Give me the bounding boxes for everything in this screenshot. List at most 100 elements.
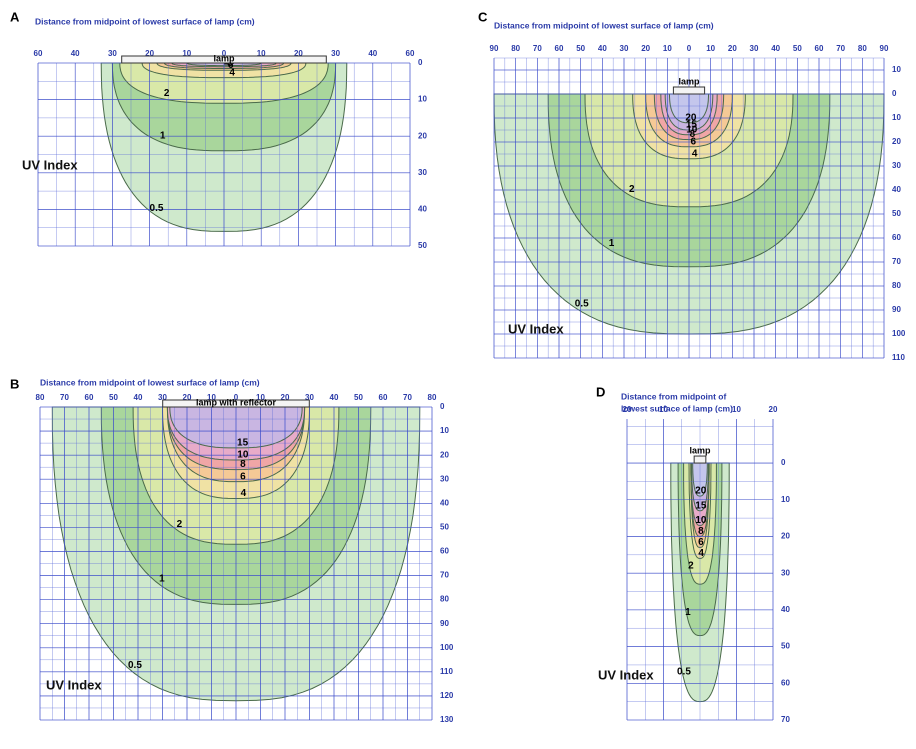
x-tick-label: 10 bbox=[706, 44, 715, 53]
x-tick-label: 60 bbox=[379, 393, 388, 402]
level-label: 4 bbox=[229, 67, 235, 78]
y-tick-label: 30 bbox=[892, 161, 901, 170]
axis-title: Distance from midpoint of lowest surface… bbox=[40, 377, 260, 387]
x-tick-label: 40 bbox=[771, 44, 780, 53]
x-tick-label: 70 bbox=[533, 44, 542, 53]
x-tick-label: 60 bbox=[34, 49, 43, 58]
x-tick-label: 30 bbox=[331, 49, 340, 58]
x-tick-label: 70 bbox=[60, 393, 69, 402]
lamp bbox=[121, 55, 327, 64]
level-label: 4 bbox=[692, 148, 698, 159]
x-tick-label: 10 bbox=[257, 49, 266, 58]
lamp-label: lamp bbox=[213, 53, 235, 63]
level-label: 0.5 bbox=[677, 666, 691, 677]
x-tick-label: 50 bbox=[576, 44, 585, 53]
panel: B Distance from midpoint of lowest surfac… bbox=[10, 376, 454, 724]
lamp-label: lamp bbox=[689, 445, 711, 455]
axis-title: lowest surface of lamp (cm) bbox=[621, 403, 733, 413]
y-tick-label: 40 bbox=[440, 498, 449, 507]
panel: C Distance from midpoint of lowest surfac… bbox=[478, 9, 906, 362]
level-label: 8 bbox=[240, 459, 246, 470]
panel: D Distance from midpoint of lowest surface… bbox=[596, 384, 790, 724]
panel-letter: C bbox=[478, 9, 488, 24]
x-tick-label: 10 bbox=[256, 393, 265, 402]
x-tick-label: 30 bbox=[620, 44, 629, 53]
x-tick-label: 40 bbox=[598, 44, 607, 53]
level-label: 1 bbox=[685, 607, 691, 618]
x-tick-label: 80 bbox=[36, 393, 45, 402]
y-tick-label: 10 bbox=[892, 113, 901, 122]
panel-letter: A bbox=[10, 9, 20, 24]
y-tick-label: 20 bbox=[418, 131, 427, 140]
x-tick-label: 70 bbox=[836, 44, 845, 53]
y-tick-label: 130 bbox=[440, 715, 454, 724]
level-label: 2 bbox=[164, 88, 170, 99]
level-label: 10 bbox=[237, 450, 249, 461]
y-tick-label: 60 bbox=[781, 678, 790, 687]
y-tick-label: 10 bbox=[418, 95, 427, 104]
legend-title: UV Index bbox=[22, 157, 78, 172]
level-label: 2 bbox=[177, 519, 183, 530]
x-tick-label: 30 bbox=[108, 49, 117, 58]
level-label: 6 bbox=[240, 471, 246, 482]
y-tick-label: 20 bbox=[781, 532, 790, 541]
x-tick-label: 30 bbox=[158, 393, 167, 402]
x-tick-label: 30 bbox=[750, 44, 759, 53]
y-tick-label: 0 bbox=[440, 402, 445, 411]
axis-title: Distance from midpoint of bbox=[621, 391, 726, 401]
x-tick-label: 80 bbox=[858, 44, 867, 53]
x-tick-label: 90 bbox=[880, 44, 889, 53]
y-tick-label: 10 bbox=[440, 426, 449, 435]
level-label: 8 bbox=[698, 526, 704, 537]
x-tick-label: 80 bbox=[511, 44, 520, 53]
lamp-label: lamp bbox=[678, 76, 700, 86]
y-tick-label: 30 bbox=[418, 168, 427, 177]
x-tick-label: 50 bbox=[793, 44, 802, 53]
y-tick-label: 20 bbox=[440, 450, 449, 459]
level-label: 8 bbox=[227, 58, 233, 69]
y-tick-label: 100 bbox=[892, 329, 906, 338]
x-tick-label: 20 bbox=[728, 44, 737, 53]
y-tick-label: 40 bbox=[892, 185, 901, 194]
y-tick-label: 60 bbox=[892, 233, 901, 242]
y-tick-label: 110 bbox=[892, 353, 905, 362]
level-label: 15 bbox=[686, 120, 698, 131]
x-tick-label: 0 bbox=[234, 393, 239, 402]
level-label: 20 bbox=[685, 112, 697, 123]
y-tick-label: 90 bbox=[892, 305, 901, 314]
level-label: 10 bbox=[695, 515, 707, 526]
y-tick-label: 70 bbox=[892, 257, 901, 266]
x-tick-label: 20 bbox=[641, 44, 650, 53]
level-label: 0.5 bbox=[128, 660, 142, 671]
y-tick-label: 50 bbox=[781, 642, 790, 651]
lamp bbox=[672, 86, 706, 95]
x-tick-label: 60 bbox=[815, 44, 824, 53]
level-label: 6 bbox=[698, 537, 704, 548]
level-label: 6 bbox=[228, 60, 234, 71]
x-tick-label: 20 bbox=[623, 405, 632, 414]
panel-letter: B bbox=[10, 376, 19, 391]
level-label: 1 bbox=[609, 238, 615, 249]
axis-title: Distance from midpoint of lowest surface… bbox=[35, 16, 255, 26]
level-label: 0.5 bbox=[150, 203, 164, 214]
y-tick-label: 70 bbox=[440, 571, 449, 580]
y-tick-label: 0 bbox=[781, 458, 786, 467]
x-tick-label: 60 bbox=[555, 44, 564, 53]
level-label: 10 bbox=[686, 124, 698, 135]
x-tick-label: 40 bbox=[330, 393, 339, 402]
x-tick-label: 20 bbox=[281, 393, 290, 402]
level-label: 4 bbox=[241, 488, 247, 499]
level-label: 2 bbox=[688, 561, 694, 572]
y-tick-label: 40 bbox=[781, 605, 790, 614]
y-tick-label: 80 bbox=[892, 281, 901, 290]
level-label: 4 bbox=[698, 548, 704, 559]
level-label: 8 bbox=[690, 129, 696, 140]
y-tick-label: 30 bbox=[440, 474, 449, 483]
axis-title: Distance from midpoint of lowest surface… bbox=[494, 20, 714, 30]
legend-title: UV Index bbox=[598, 667, 654, 682]
level-label: 1 bbox=[160, 131, 166, 142]
x-tick-label: 10 bbox=[659, 405, 668, 414]
x-tick-label: 60 bbox=[406, 49, 415, 58]
x-tick-label: 40 bbox=[134, 393, 143, 402]
